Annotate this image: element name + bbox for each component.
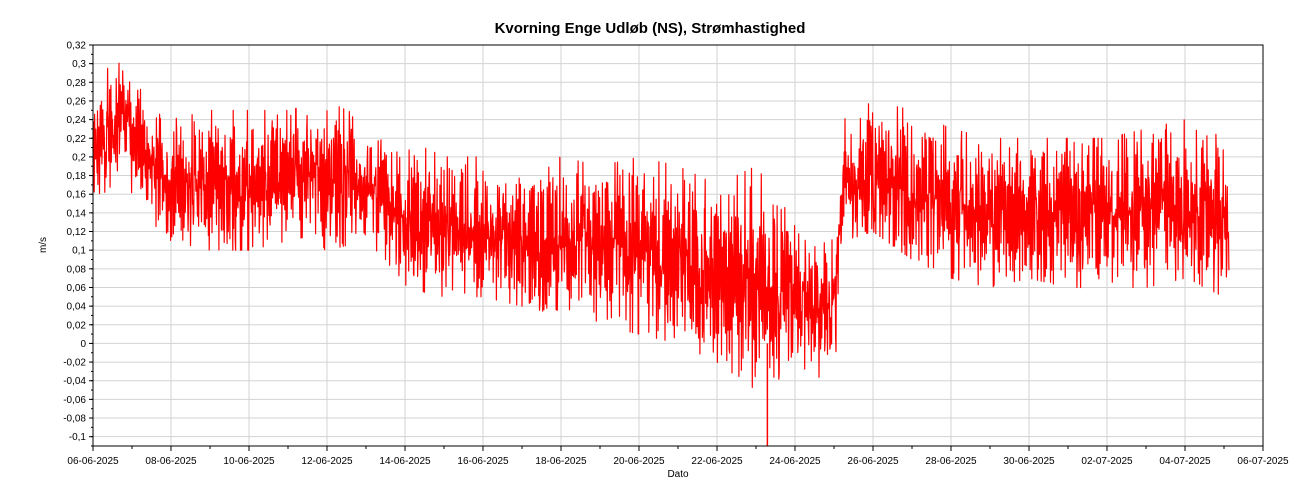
x-tick-label: 14-06-2025: [379, 456, 431, 467]
x-tick-label: 26-06-2025: [847, 456, 899, 467]
y-axis: 0,32 0,3 0,28 0,26 0,24 0,22 0,2 0,18 0,16 0,14 0,…: [63, 41, 93, 447]
x-tick-label: 02-07-2025: [1081, 456, 1133, 467]
x-axis-title: Dato: [667, 469, 689, 480]
x-tick-label: 06-07-2025: [1237, 456, 1289, 467]
y-axis-title: m/s: [38, 237, 49, 253]
x-tick-label: 12-06-2025: [301, 456, 353, 467]
y-tick-label: 0,12: [67, 227, 87, 238]
y-tick-label: -0,06: [63, 395, 86, 406]
x-tick-label: 04-07-2025: [1159, 456, 1211, 467]
chart-title: Kvorning Enge Udløb (NS), Strømhastighed: [494, 20, 806, 37]
x-tick-label: 10-06-2025: [223, 456, 275, 467]
y-tick-label: 0,26: [67, 96, 87, 107]
y-tick-label: 0,32: [67, 41, 87, 52]
y-tick-label: -0,04: [63, 376, 86, 387]
y-tick-label: 0,08: [67, 264, 87, 275]
y-tick-label: 0,02: [67, 320, 87, 331]
y-tick-label: 0,28: [67, 78, 87, 89]
y-tick-label: -0,08: [63, 414, 86, 425]
series-path: [92, 62, 1230, 388]
y-tick-label: 0,3: [72, 59, 86, 70]
x-tick-label: 20-06-2025: [613, 456, 665, 467]
y-tick-label: 0,22: [67, 134, 87, 145]
x-tick-label: 24-06-2025: [769, 456, 821, 467]
y-tick-label: 0,14: [67, 208, 87, 219]
y-tick-label: -0,02: [63, 358, 86, 369]
y-tick-label: 0,1: [72, 246, 86, 257]
y-tick-label: -0,1: [69, 432, 87, 443]
y-tick-label: 0,2: [72, 152, 86, 163]
y-tick-label: 0,06: [67, 283, 87, 294]
x-tick-label: 06-06-2025: [67, 456, 119, 467]
series-line: [92, 62, 1230, 446]
y-tick-label: 0: [80, 339, 86, 350]
y-tick-label: 0,04: [67, 302, 87, 313]
x-tick-label: 08-06-2025: [145, 456, 197, 467]
x-tick-label: 30-06-2025: [1003, 456, 1055, 467]
x-tick-label: 18-06-2025: [535, 456, 587, 467]
x-tick-label: 22-06-2025: [691, 456, 743, 467]
x-tick-label: 28-06-2025: [925, 456, 977, 467]
y-tick-label: 0,16: [67, 190, 87, 201]
x-axis: 06-06-2025 08-06-2025 10-06-2025 12-06-2025…: [67, 446, 1289, 467]
x-tick-label: 16-06-2025: [457, 456, 509, 467]
y-tick-label: 0,18: [67, 171, 87, 182]
y-tick-label: 0,24: [67, 115, 87, 126]
